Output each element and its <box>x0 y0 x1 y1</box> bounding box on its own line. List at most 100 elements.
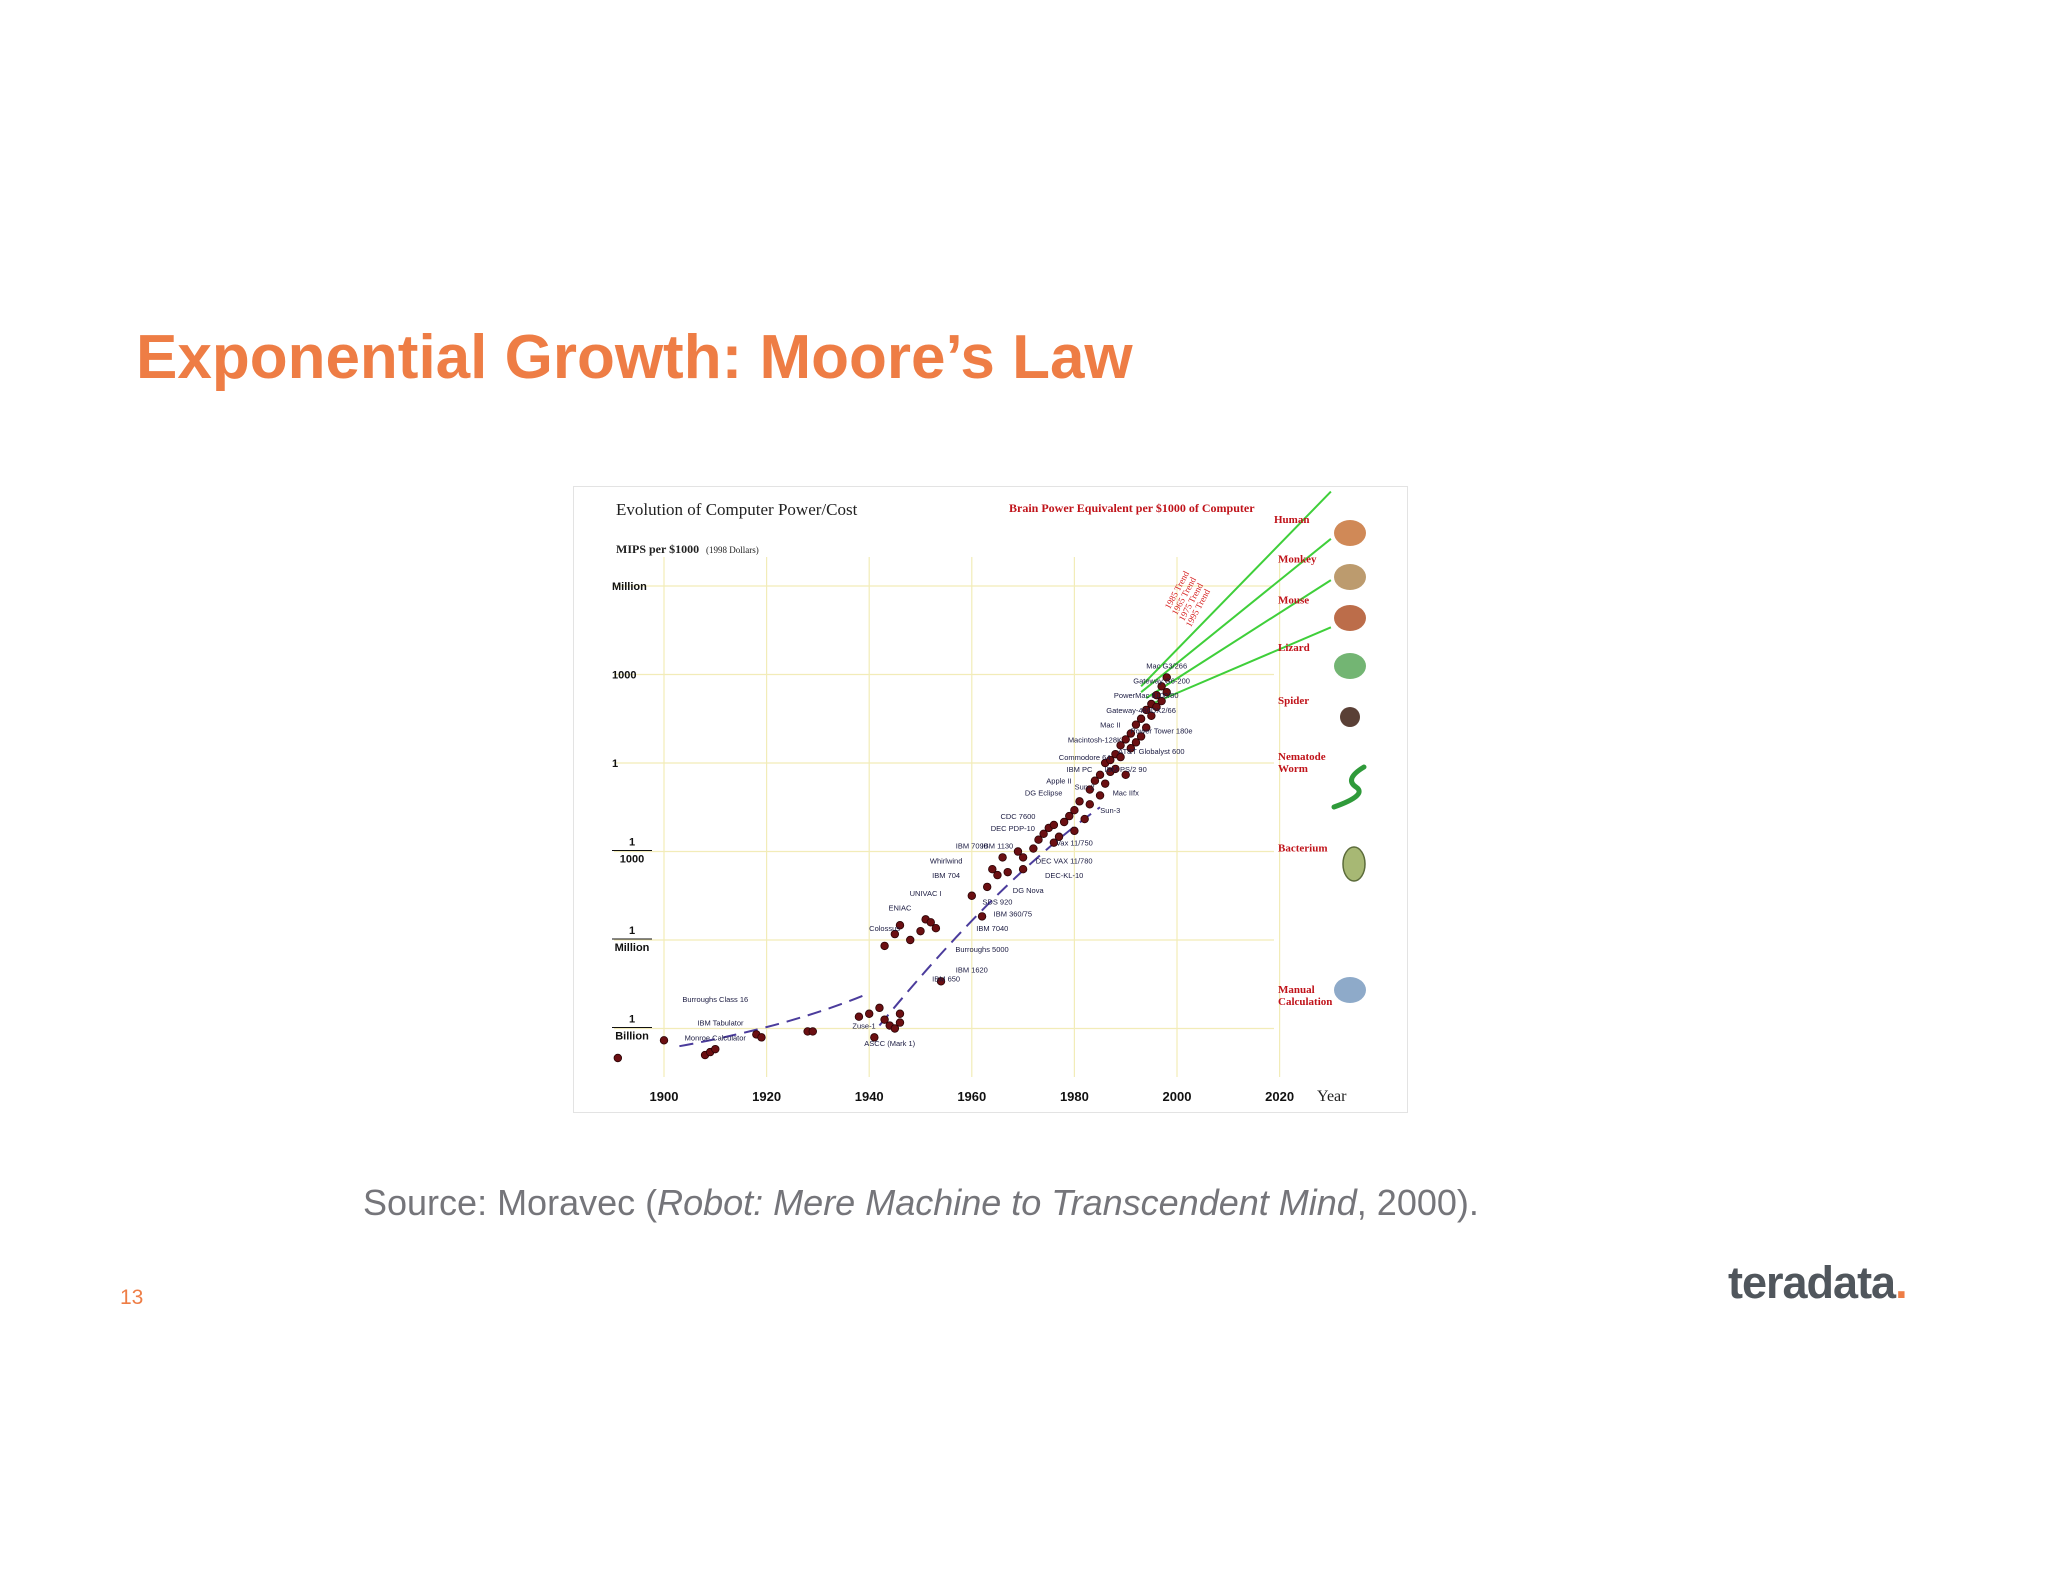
data-point <box>1136 732 1146 741</box>
y-tick-label-denominator: Million <box>615 942 650 954</box>
data-point <box>1049 820 1059 830</box>
machine-label: Apple II <box>1046 777 1071 786</box>
monkey-icon <box>1334 564 1366 590</box>
data-point <box>1106 755 1115 765</box>
data-point <box>1059 817 1069 827</box>
data-point <box>895 1018 905 1027</box>
machine-label: Gateway-486DX2/66 <box>1106 706 1176 715</box>
machine-label: DEC-KL-10 <box>1045 871 1083 880</box>
data-point <box>1049 838 1059 847</box>
data-point <box>1080 814 1089 824</box>
machine-label: Burroughs 5000 <box>955 945 1008 954</box>
machine-label: ENIAC <box>889 904 913 913</box>
data-point <box>998 853 1007 862</box>
page-number: 13 <box>120 1286 144 1309</box>
data-point <box>865 1009 874 1018</box>
data-point <box>1085 800 1094 809</box>
logo-dot: . <box>1895 1257 1907 1308</box>
x-tick-label: 2020 <box>1265 1089 1294 1104</box>
source-citation: Source: Moravec (Robot: Mere Machine to … <box>363 1182 1479 1224</box>
data-point <box>890 929 900 939</box>
y-tick-label: Million <box>612 581 647 593</box>
data-point <box>1121 770 1130 779</box>
data-point <box>890 1024 900 1033</box>
machine-label: DG Nova <box>1013 886 1045 895</box>
y-tick-label: 1000 <box>612 670 636 682</box>
data-point <box>1162 687 1171 697</box>
y-tick-label-numerator: 1 <box>629 925 635 937</box>
data-point <box>936 977 946 986</box>
brain-equivalent-label: Mouse <box>1278 595 1309 607</box>
worm-icon <box>1331 764 1367 810</box>
data-point <box>875 1003 884 1013</box>
machine-label: IBM 704 <box>932 871 960 880</box>
data-point <box>1136 714 1146 723</box>
data-point <box>1111 764 1120 774</box>
data-point <box>1162 673 1171 682</box>
trend-line <box>1140 538 1332 693</box>
machine-label: IBM PC <box>1067 765 1093 774</box>
data-point <box>993 870 1002 880</box>
bacterium-icon <box>1342 846 1366 882</box>
machine-label: Mac II <box>1100 721 1120 730</box>
data-point <box>854 1012 864 1021</box>
data-point <box>1147 711 1156 720</box>
data-point <box>870 1033 879 1042</box>
dashed-trend-early <box>679 992 870 1048</box>
x-tick-label: 1900 <box>650 1089 679 1104</box>
chart-title: Evolution of Computer Power/Cost <box>616 500 858 519</box>
data-point <box>1029 844 1038 853</box>
teradata-logo: teradata. <box>1728 1257 1908 1309</box>
data-point <box>1034 835 1043 844</box>
machine-label: DEC VAX 11/780 <box>1036 856 1093 865</box>
x-tick-label: 1980 <box>1060 1089 1089 1104</box>
source-suffix: , 2000). <box>1356 1182 1479 1223</box>
data-point <box>1054 832 1064 841</box>
data-point <box>1100 779 1110 788</box>
data-point <box>880 1015 889 1024</box>
machine-label: Monroe Calculator <box>685 1033 747 1042</box>
data-point <box>711 1044 720 1054</box>
data-point <box>988 865 997 874</box>
machine-label: Colossus <box>869 924 900 933</box>
trend-line <box>1145 579 1332 699</box>
data-point <box>967 891 976 900</box>
y-tick-label-numerator: 1 <box>629 1014 635 1026</box>
y-tick-label-denominator: 1000 <box>620 854 644 866</box>
x-tick-label: 1940 <box>855 1089 884 1104</box>
machine-label: Mac G3/266 <box>1146 662 1187 671</box>
data-point <box>1126 744 1136 753</box>
data-point <box>1075 797 1084 806</box>
data-point <box>1152 702 1161 712</box>
machine-label: Gateway G6-200 <box>1133 676 1190 685</box>
machine-label: IBM 1620 <box>956 965 988 974</box>
y-tick-label-numerator: 1 <box>629 837 635 849</box>
data-point <box>1085 785 1094 794</box>
data-point <box>613 1053 623 1063</box>
data-point <box>1070 826 1079 836</box>
hand-pen-icon <box>1334 977 1366 1003</box>
mouse-icon <box>1334 605 1366 631</box>
data-point <box>1131 738 1141 747</box>
brain-equivalent-label: Calculation <box>1278 996 1332 1008</box>
data-point <box>1065 811 1074 821</box>
machine-label: AT&T Globalyst 600 <box>1118 747 1184 756</box>
lizard-icon <box>1334 653 1366 679</box>
data-point <box>659 1036 669 1045</box>
machine-label: DEC PDP-10 <box>991 824 1035 833</box>
machine-label: UNIVAC I <box>910 889 942 898</box>
data-point <box>1095 791 1105 800</box>
machine-label: Whirlwind <box>930 856 963 865</box>
brain-equivalent-label: Worm <box>1278 763 1308 775</box>
data-point <box>1070 806 1079 815</box>
machine-label: Sun-3 <box>1100 806 1120 815</box>
machine-label: IBM 360/75 <box>994 909 1032 918</box>
data-point <box>1157 682 1166 691</box>
data-point <box>1157 696 1166 706</box>
data-point <box>808 1027 817 1036</box>
data-point <box>1116 741 1125 750</box>
slide-title: Exponential Growth: Moore’s Law <box>136 323 1133 392</box>
trend-line <box>1140 490 1332 687</box>
data-point <box>1095 770 1105 779</box>
machine-label: Macintosh-128K <box>1068 735 1122 744</box>
